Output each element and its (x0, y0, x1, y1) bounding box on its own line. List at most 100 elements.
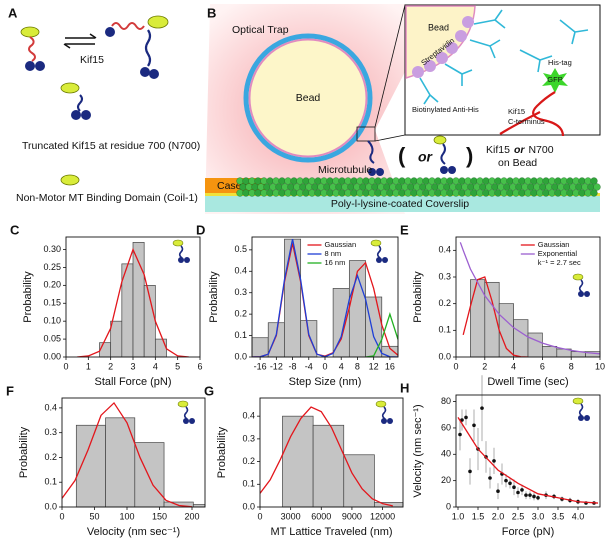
tubulin (548, 177, 556, 185)
tubulin (509, 183, 517, 191)
bar (542, 345, 558, 358)
tubulin (506, 189, 514, 197)
tubulin (473, 183, 481, 191)
tubulin (323, 183, 331, 191)
x-axis-label: Force (pN) (502, 526, 555, 538)
tubulin (518, 177, 526, 185)
x-tick-label: 16 (385, 361, 395, 371)
coil-domain (147, 15, 169, 29)
paren: ) (466, 143, 473, 168)
fit-curve (62, 401, 193, 507)
legend-label: 16 nm (324, 258, 345, 267)
tubulin (434, 189, 442, 197)
x-tick-label: 4 (511, 361, 516, 371)
point (472, 423, 476, 428)
coil-domain (60, 82, 80, 94)
tubulin (488, 177, 496, 185)
stalk (144, 29, 152, 67)
legend-label: Gaussian (538, 240, 570, 249)
tubulin (365, 183, 373, 191)
tubulin (308, 189, 316, 197)
tubulin (383, 183, 391, 191)
y-axis-label: Probability (412, 271, 424, 323)
microtubule (236, 177, 601, 197)
x-tick-label: 10 (595, 361, 605, 371)
tubulin (452, 189, 460, 197)
icon-head (178, 257, 184, 263)
tubulin (488, 189, 496, 197)
streptavidin (424, 60, 436, 72)
tubulin (437, 183, 445, 191)
y-tick-label: 0.1 (438, 325, 451, 335)
tubulin (518, 189, 526, 197)
point (492, 459, 496, 463)
tubulin (446, 177, 454, 185)
antibody-label: Biotinylated Anti-His (412, 105, 479, 114)
tubulin (272, 189, 280, 197)
antibody (473, 9, 506, 29)
tubulin (311, 183, 319, 191)
bar (134, 442, 165, 508)
coverslip (205, 196, 600, 212)
tubulin (242, 189, 250, 197)
inset-bead-label: Bead (428, 22, 449, 32)
n700-cartoon (60, 82, 91, 120)
fit-curve (77, 247, 189, 357)
tubulin (548, 189, 556, 197)
tubulin (284, 189, 292, 197)
icon-stalk (381, 406, 387, 420)
tubulin (305, 183, 313, 191)
tubulin (416, 189, 424, 197)
x-tick-label: 0 (257, 511, 262, 521)
x-tick-label: -4 (305, 361, 313, 371)
coil-domain (60, 174, 80, 186)
tubulin (359, 183, 367, 191)
tubulin (500, 177, 508, 185)
tubulin (245, 183, 253, 191)
tubulin (275, 183, 283, 191)
gfp-label: GFP (547, 75, 562, 84)
x-tick-label: 50 (89, 511, 99, 521)
tubulin (332, 189, 340, 197)
tubulin (530, 189, 538, 197)
tubulin (326, 177, 334, 185)
y-tick-label: 0.2 (438, 298, 451, 308)
tubulin (464, 189, 472, 197)
y-tick-label: 0.3 (438, 271, 451, 281)
bar (300, 320, 318, 358)
tubulin (386, 177, 394, 185)
paren-or: or (418, 149, 434, 165)
tubulin (362, 177, 370, 185)
antibody (519, 49, 553, 73)
y-tick-label: 20 (441, 475, 451, 485)
point (460, 418, 464, 422)
plot-frame (61, 397, 206, 508)
y-tick-label: 0.4 (44, 402, 57, 412)
streptavidin (446, 42, 458, 54)
bar (513, 319, 529, 358)
tubulin (578, 189, 586, 197)
tubulin (539, 183, 547, 191)
tubulin (410, 177, 418, 185)
tubulin (374, 177, 382, 185)
panel-letter: C (10, 222, 20, 237)
icon-coil (172, 239, 184, 247)
x-tick-label: 0 (453, 361, 458, 371)
icon-coil (572, 273, 584, 281)
antibody (419, 77, 439, 105)
tubulin (344, 189, 352, 197)
icon-stalk (178, 245, 184, 259)
streptavidin (462, 16, 474, 28)
zoom-line (374, 4, 406, 128)
tubulin (482, 189, 490, 197)
zoom-box (356, 126, 376, 142)
plot-frame (455, 394, 601, 508)
motor-head (368, 168, 376, 176)
y-tick-label: 0.0 (438, 351, 451, 361)
y-tick-label: 0.3 (242, 433, 255, 443)
panel-letter: B (207, 5, 216, 20)
tubulin (497, 183, 505, 191)
tubulin (350, 189, 358, 197)
icon-coil (370, 239, 382, 247)
tubulin (260, 189, 268, 197)
